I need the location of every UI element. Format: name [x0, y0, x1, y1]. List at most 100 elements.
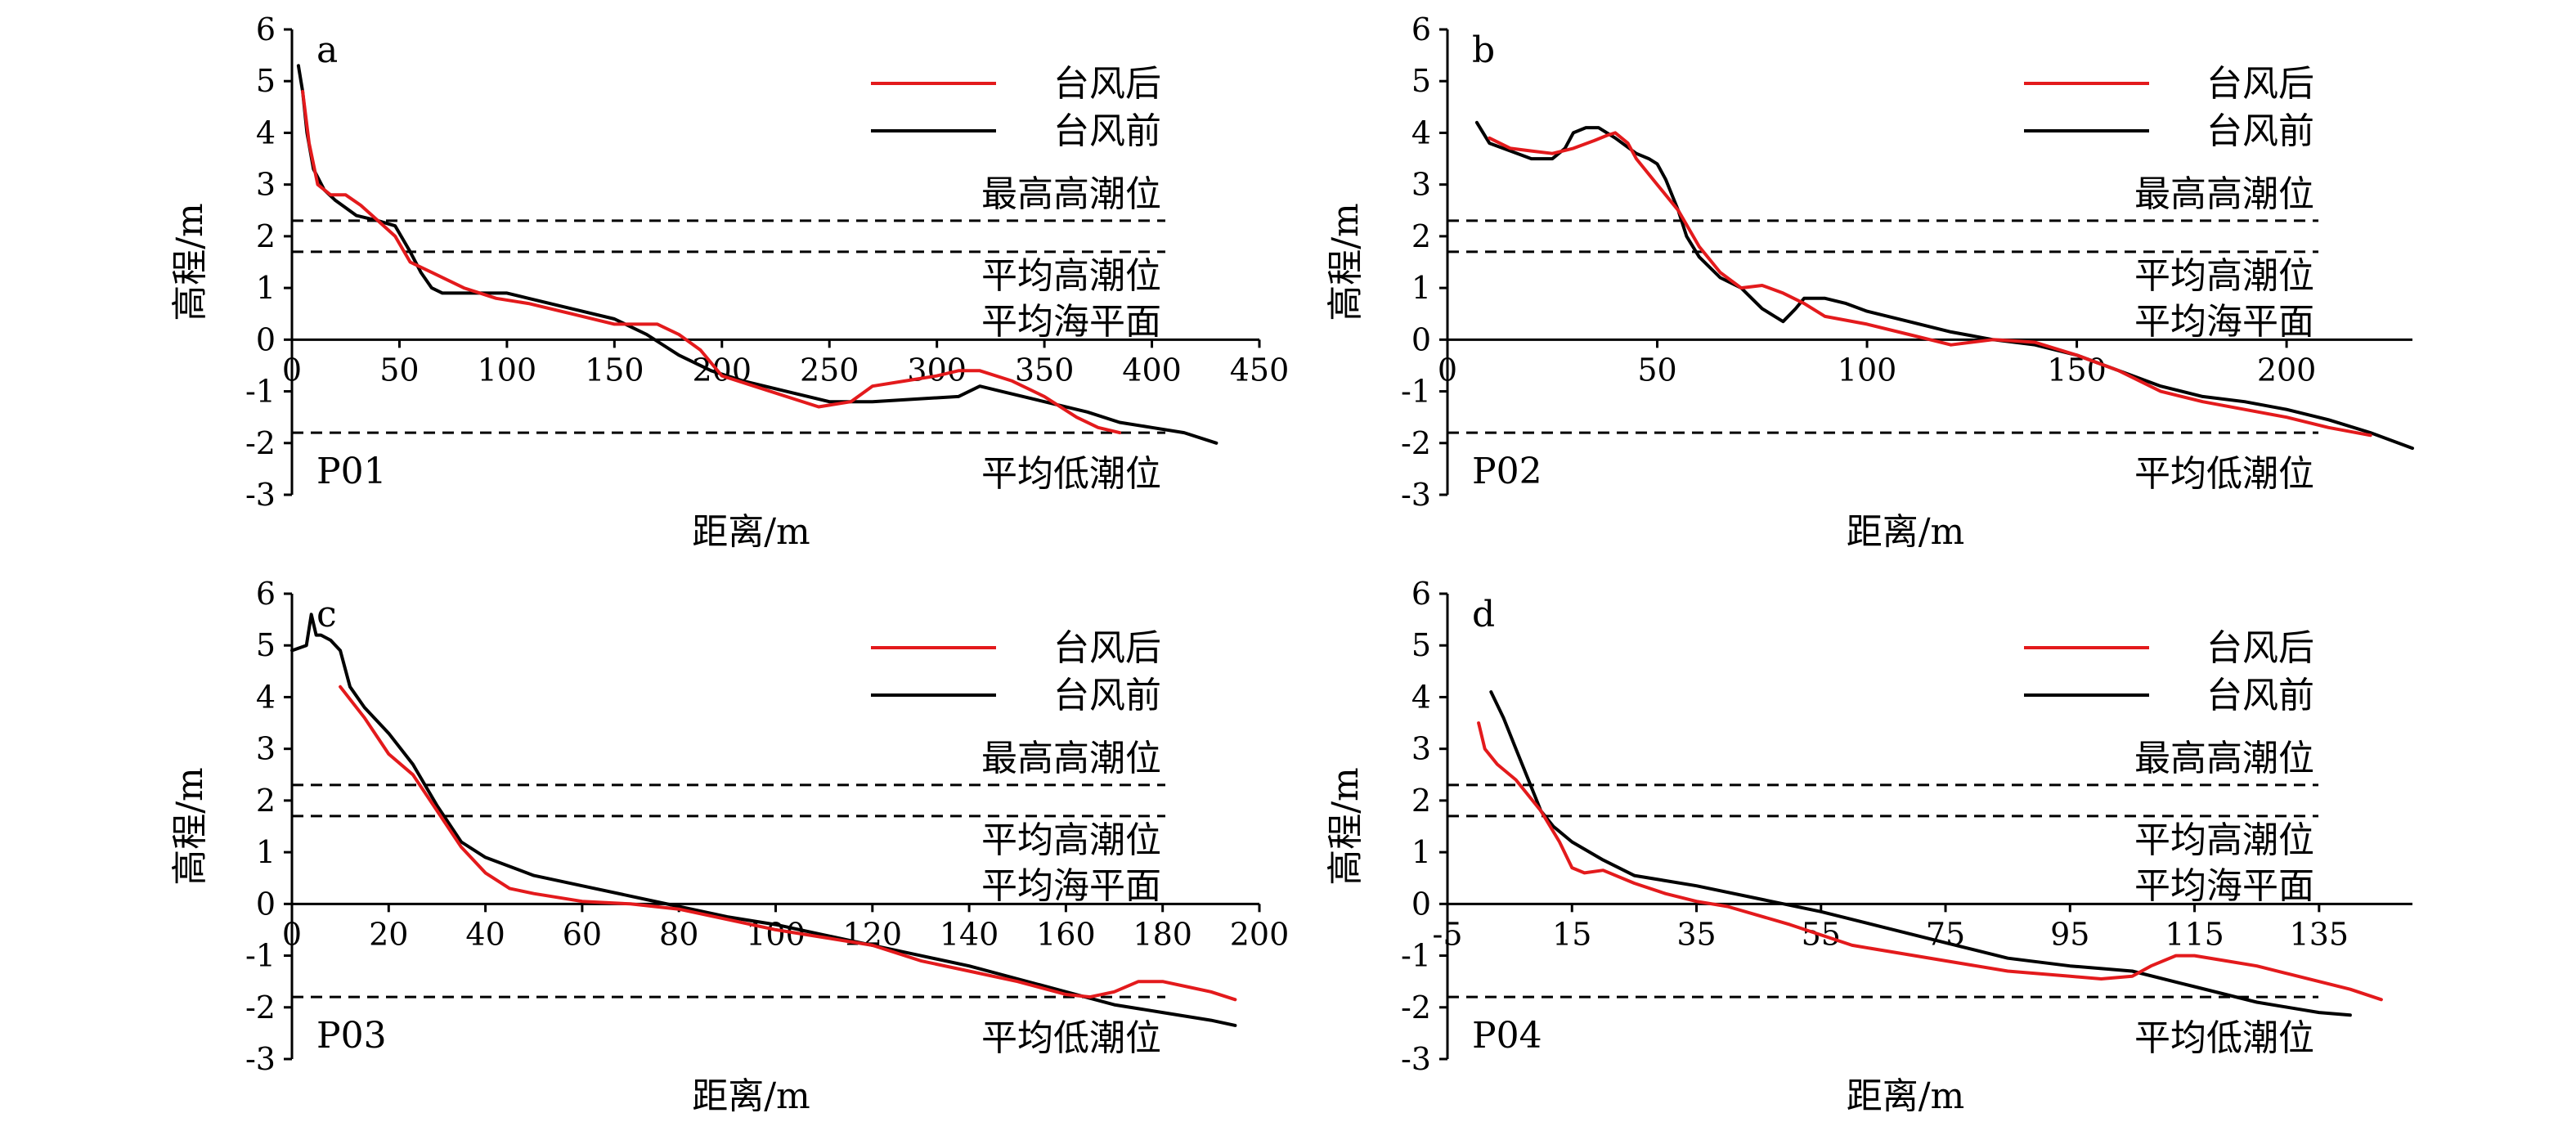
x-tick-label: 0: [282, 916, 302, 952]
tide-level-label: 平均高潮位: [2134, 819, 2314, 861]
series-line-before: [296, 64, 1218, 445]
y-tick-label: 1: [256, 834, 276, 870]
x-tick-label: 0: [1438, 352, 1457, 388]
y-tick-label: 6: [256, 576, 276, 612]
tide-level-label: 平均海平面: [2134, 865, 2314, 907]
y-tick-label: -3: [1401, 477, 1431, 513]
x-tick-label: 180: [1133, 916, 1192, 952]
tide-level-label: 平均高潮位: [981, 255, 1161, 297]
panel-letter: d: [1472, 594, 1495, 635]
legend-label: 台风前: [1053, 675, 1161, 716]
y-tick-label: 4: [1411, 679, 1431, 715]
x-tick-label: 250: [800, 352, 859, 388]
y-tick-label: 2: [1411, 783, 1431, 819]
y-axis-title: 高程/m: [1325, 767, 1367, 886]
series-line-after: [1477, 721, 2383, 1002]
tide-level-label: 平均低潮位: [981, 453, 1161, 495]
x-tick-label: 200: [2257, 352, 2317, 388]
y-tick-label: 3: [1411, 731, 1431, 767]
y-tick-label: 5: [256, 627, 276, 663]
series-line-after: [1488, 131, 2372, 438]
tide-level-label: 平均高潮位: [981, 819, 1161, 861]
y-tick-label: 0: [1411, 321, 1431, 357]
y-tick-label: 1: [1411, 834, 1431, 870]
x-tick-label: 40: [465, 916, 505, 952]
y-tick-label: -2: [245, 425, 276, 461]
x-tick-label: 400: [1122, 352, 1182, 388]
profile-label: P01: [316, 451, 387, 492]
tide-level-label: 平均海平面: [981, 301, 1161, 343]
tide-level-label: 平均低潮位: [2134, 1017, 2314, 1059]
tide-level-label: 平均海平面: [2134, 301, 2314, 343]
x-tick-label: 95: [2050, 916, 2089, 952]
series-line-before: [290, 613, 1237, 1027]
y-tick-label: 5: [1411, 63, 1431, 99]
x-axis-title: 距离/m: [1847, 511, 1965, 553]
series-line-before: [1474, 120, 2414, 451]
panel-letter: b: [1472, 29, 1495, 71]
y-tick-label: -2: [1401, 990, 1431, 1026]
x-tick-label: 160: [1036, 916, 1096, 952]
x-tick-label: 100: [478, 352, 537, 388]
y-tick-label: 4: [256, 114, 276, 150]
y-tick-label: 6: [256, 11, 276, 47]
y-tick-label: 0: [256, 321, 276, 357]
legend-label: 台风前: [2206, 110, 2314, 152]
y-tick-label: -1: [1401, 374, 1431, 410]
y-tick-label: -3: [1401, 1041, 1431, 1077]
x-tick-label: 50: [1637, 352, 1676, 388]
y-tick-label: 1: [1411, 270, 1431, 306]
panel-letter: a: [316, 29, 338, 71]
x-tick-label: 135: [2290, 916, 2349, 952]
y-tick-label: 3: [256, 167, 276, 203]
x-tick-label: 20: [369, 916, 408, 952]
profile-label: P02: [1472, 451, 1542, 492]
y-tick-label: 3: [256, 731, 276, 767]
legend-label: 台风前: [1053, 110, 1161, 152]
tide-level-label: 平均海平面: [981, 865, 1161, 907]
legend-label: 台风后: [2206, 627, 2314, 669]
y-tick-label: -3: [245, 477, 276, 513]
tide-level-label: 最高高潮位: [2134, 738, 2314, 779]
series-line-after: [339, 684, 1237, 1002]
tide-level-label: 平均低潮位: [2134, 453, 2314, 495]
y-tick-label: 0: [256, 886, 276, 922]
y-tick-label: -1: [1401, 938, 1431, 974]
x-tick-label: 150: [585, 352, 644, 388]
legend-label: 台风前: [2206, 675, 2314, 716]
series-line-after: [301, 89, 1122, 435]
legend-label: 台风后: [2206, 63, 2314, 105]
y-tick-label: 2: [256, 218, 276, 254]
x-tick-label: 15: [1552, 916, 1591, 952]
x-axis-title: 距离/m: [692, 1075, 810, 1117]
x-tick-label: 80: [659, 916, 698, 952]
y-tick-label: 5: [256, 63, 276, 99]
y-tick-label: -1: [245, 938, 276, 974]
y-tick-label: 6: [1411, 576, 1431, 612]
y-tick-label: 0: [1411, 886, 1431, 922]
x-tick-label: 0: [282, 352, 302, 388]
x-tick-label: 50: [379, 352, 419, 388]
y-tick-label: -1: [245, 374, 276, 410]
profile-label: P04: [1472, 1015, 1542, 1057]
y-tick-label: -2: [245, 990, 276, 1026]
y-tick-label: 1: [256, 270, 276, 306]
y-tick-label: 5: [1411, 627, 1431, 663]
y-tick-label: 4: [1411, 114, 1431, 150]
y-tick-label: 2: [1411, 218, 1431, 254]
x-tick-label: 450: [1230, 352, 1290, 388]
y-tick-label: 4: [256, 679, 276, 715]
legend-label: 台风后: [1053, 627, 1161, 669]
x-axis-title: 距离/m: [1847, 1075, 1965, 1117]
x-tick-label: -5: [1432, 916, 1462, 952]
x-tick-label: 60: [563, 916, 602, 952]
panel-letter: c: [316, 594, 337, 635]
profile-label: P03: [316, 1015, 387, 1057]
x-tick-label: 140: [940, 916, 999, 952]
tide-level-label: 最高高潮位: [981, 738, 1161, 779]
series-line-before: [1489, 690, 2352, 1017]
